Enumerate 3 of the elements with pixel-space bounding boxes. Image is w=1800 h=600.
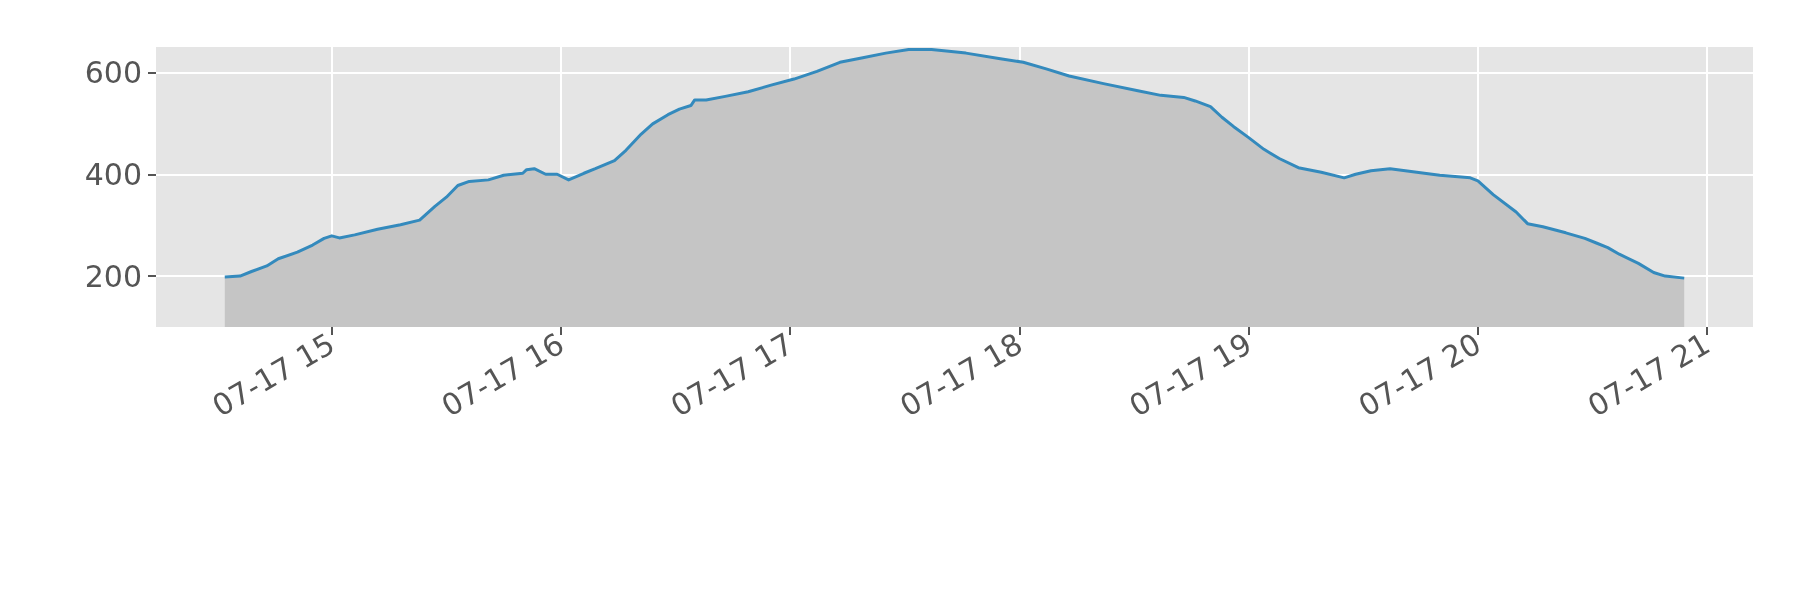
y-tick-label: 600 (84, 54, 142, 90)
y-tick-label: 400 (84, 156, 142, 192)
y-tick-label: 200 (84, 258, 142, 294)
